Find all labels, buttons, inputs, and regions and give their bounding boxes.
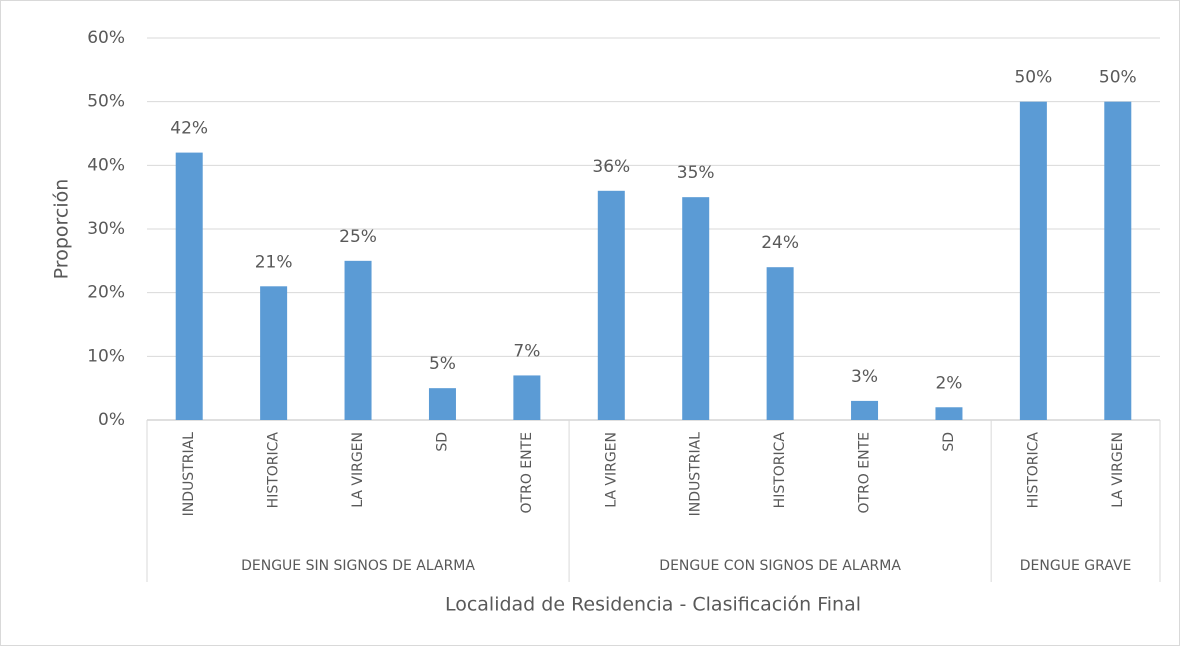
data-label: 2% (935, 373, 962, 393)
bar (766, 267, 794, 420)
data-label: 3% (851, 367, 878, 387)
group-label: DENGUE GRAVE (1020, 558, 1132, 574)
data-label: 42% (170, 119, 208, 139)
data-label: 25% (339, 227, 377, 247)
x-tick-label: HISTORICA (772, 432, 788, 509)
group-label: DENGUE CON SIGNOS DE ALARMA (659, 558, 901, 574)
bar (175, 152, 203, 420)
bar (851, 400, 879, 420)
data-label: 5% (429, 354, 456, 374)
y-tick-label: 50% (87, 92, 125, 112)
x-tick-label: INDUSTRIAL (181, 432, 197, 517)
data-label: 24% (761, 233, 799, 253)
data-label: 21% (255, 252, 293, 272)
bar (513, 375, 541, 420)
data-label: 50% (1014, 68, 1052, 88)
y-tick-label: 20% (87, 283, 125, 303)
bar (1104, 101, 1132, 421)
x-tick-label: SD (434, 432, 450, 452)
x-tick-label: OTRO ENTE (857, 432, 873, 513)
x-tick-label: LA VIRGEN (1110, 432, 1126, 508)
data-label: 36% (592, 157, 630, 177)
bar (1019, 101, 1047, 421)
x-tick-label: LA VIRGEN (350, 432, 366, 508)
y-tick-label: 40% (87, 155, 125, 175)
bar (344, 260, 372, 420)
y-tick-label: 60% (87, 28, 125, 48)
data-label: 50% (1099, 68, 1137, 88)
bar (935, 407, 963, 420)
x-tick-label: INDUSTRIAL (688, 432, 704, 517)
x-tick-label: HISTORICA (266, 432, 282, 509)
data-label: 7% (513, 341, 540, 361)
x-axis-title: Localidad de Residencia - Clasificación … (445, 594, 861, 616)
group-label: DENGUE SIN SIGNOS DE ALARMA (241, 558, 475, 574)
data-label: 35% (677, 163, 715, 183)
bar (682, 197, 710, 420)
bar (597, 190, 625, 420)
bar (260, 286, 288, 420)
y-tick-label: 0% (98, 410, 125, 430)
y-tick-label: 10% (87, 346, 125, 366)
x-tick-label: OTRO ENTE (519, 432, 535, 513)
x-tick-label: LA VIRGEN (603, 432, 619, 508)
y-tick-label: 30% (87, 219, 125, 239)
x-tick-label: SD (941, 432, 957, 452)
x-tick-label: HISTORICA (1025, 432, 1041, 509)
bar (428, 388, 456, 420)
y-axis-title: Proporción (51, 179, 73, 280)
